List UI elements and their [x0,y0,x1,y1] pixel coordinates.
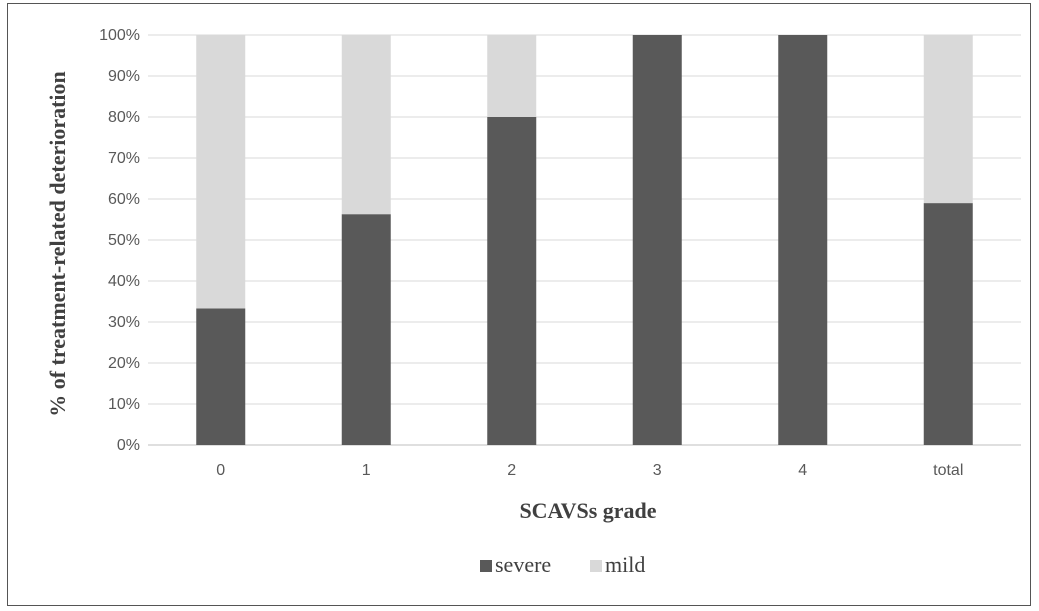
bar-mild [341,35,391,215]
stacked-bar-chart: 0% 10% 20% 30% 40% 50% 60% 70% 80% 90% 100% 0 1 2 3 4 t… [45,27,1021,577]
y-tick-label: 20% [108,355,140,372]
bar-mild [196,35,246,309]
y-tick-label: 30% [108,314,140,331]
bar-mild [923,35,973,204]
y-tick-label: 40% [108,273,140,290]
x-axis-ticks: 0 1 2 3 4 total [216,462,963,479]
bar-mild [487,35,537,117]
x-tick-label: 2 [507,462,516,479]
y-tick-label: 50% [108,232,140,249]
y-tick-label: 10% [108,396,140,413]
bar-severe [632,35,682,445]
legend: severe mild [480,552,645,577]
legend-swatch-severe [480,560,492,572]
x-tick-label: 3 [653,462,662,479]
x-tick-label: total [933,462,963,479]
y-tick-label: 90% [108,68,140,85]
x-tick-label: 4 [798,462,807,479]
chart-frame: 0% 10% 20% 30% 40% 50% 60% 70% 80% 90% 100% 0 1 2 3 4 t… [7,3,1031,606]
x-axis-title: SCAVSs grade [519,498,656,523]
legend-label-mild: mild [605,552,645,577]
bar-severe [196,308,246,445]
bar-severe [778,35,828,445]
gridlines [148,34,1021,446]
bar-severe [341,214,391,445]
bar-severe [487,117,537,445]
y-tick-label: 70% [108,150,140,167]
legend-label-severe: severe [495,552,551,577]
legend-swatch-mild [590,560,602,572]
y-axis-ticks: 0% 10% 20% 30% 40% 50% 60% 70% 80% 90% 100% [99,27,140,454]
y-axis-title: % of treatment-related deterioration [45,71,70,417]
x-tick-label: 0 [216,462,225,479]
bars [196,35,973,445]
y-tick-label: 100% [99,27,140,44]
y-tick-label: 60% [108,191,140,208]
y-tick-label: 0% [117,437,140,454]
x-tick-label: 1 [362,462,371,479]
bar-severe [923,203,973,445]
y-tick-label: 80% [108,109,140,126]
